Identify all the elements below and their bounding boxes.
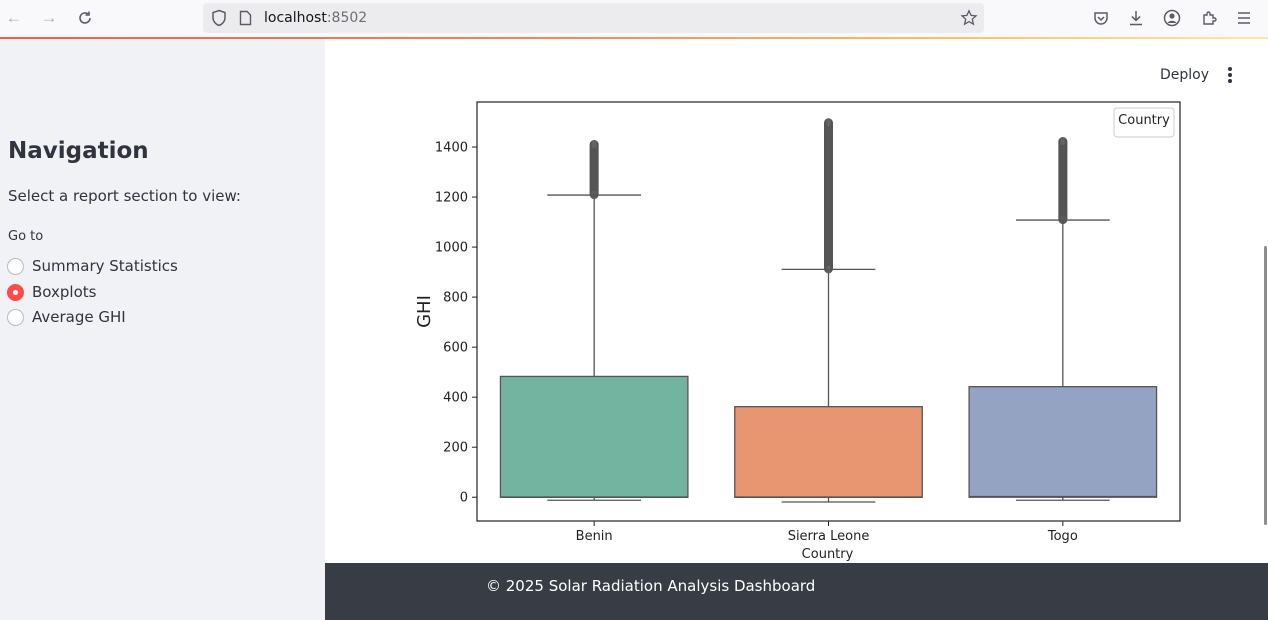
shield-icon[interactable]	[211, 9, 227, 32]
menu-icon[interactable]	[1234, 8, 1254, 28]
legend-box	[1113, 107, 1175, 138]
download-icon[interactable]	[1126, 8, 1146, 28]
y-tick-label: 1400	[435, 141, 468, 156]
page-icon	[239, 10, 252, 31]
y-tick-label: 0	[460, 491, 468, 506]
extensions-icon[interactable]	[1199, 8, 1219, 28]
radio-summary-statistics[interactable]: Summary Statistics	[7, 256, 178, 276]
pocket-icon[interactable]	[1091, 8, 1111, 28]
radio-button[interactable]	[7, 257, 24, 275]
y-tick-label: 200	[443, 441, 468, 456]
browser-toolbar: ← → localhost:8502	[0, 0, 1268, 37]
x-tick-label: Togo	[1047, 529, 1078, 544]
x-tick-label: Benin	[576, 529, 613, 544]
scrollbar[interactable]	[1264, 246, 1267, 525]
x-tick-label: Sierra Leone	[788, 529, 870, 544]
boxplot-chart: 0 200 400 600 800 1000 1200 1400 GHI Benin Sierra …	[325, 96, 1225, 567]
y-tick-label: 1000	[435, 241, 468, 256]
sidebar-title: Navigation	[8, 138, 149, 164]
radio-label: Boxplots	[32, 283, 97, 301]
footer: © 2025 Solar Radiation Analysis Dashboar…	[325, 563, 1268, 620]
y-tick-label: 400	[443, 391, 468, 406]
sidebar-subtitle: Select a report section to view:	[8, 187, 241, 205]
forward-icon[interactable]: →	[40, 8, 58, 27]
back-icon[interactable]: ←	[5, 8, 23, 27]
y-tick-label: 1200	[435, 191, 468, 206]
address-bar[interactable]: localhost:8502	[203, 3, 984, 33]
deploy-button[interactable]: Deploy	[1160, 67, 1210, 83]
radio-average-ghi[interactable]: Average GHI	[7, 307, 126, 327]
loading-accent-line	[0, 37, 1268, 39]
y-tick-label: 800	[443, 291, 468, 306]
reload-icon[interactable]	[74, 7, 96, 29]
radio-label: Average GHI	[32, 308, 126, 326]
y-axis-label: GHI	[414, 295, 435, 328]
radio-group-label: Go to	[8, 229, 44, 244]
sidebar: Navigation Select a report section to vi…	[0, 39, 325, 620]
radio-button[interactable]	[7, 308, 24, 326]
bookmark-star-icon[interactable]	[960, 9, 978, 32]
box-sierra-leone	[734, 406, 923, 498]
y-tick-label: 600	[443, 341, 468, 356]
legend-title: Country	[1118, 113, 1170, 128]
outlier-point	[589, 140, 599, 150]
outlier-point	[824, 118, 833, 128]
boxplot-svg: 0 200 400 600 800 1000 1200 1400 GHI Benin Sierra …	[414, 101, 1181, 562]
url-text[interactable]: localhost:8502	[264, 10, 368, 26]
box-benin	[499, 375, 689, 498]
footer-text: © 2025 Solar Radiation Analysis Dashboar…	[486, 577, 816, 595]
radio-label: Summary Statistics	[32, 257, 178, 275]
radio-button-selected[interactable]	[7, 283, 24, 301]
account-icon[interactable]	[1162, 8, 1182, 28]
outlier-point	[1058, 137, 1068, 147]
x-axis-label: Country	[802, 547, 854, 562]
main-menu-icon[interactable]	[1222, 64, 1238, 84]
box-togo	[968, 386, 1158, 498]
radio-boxplots[interactable]: Boxplots	[7, 282, 96, 302]
